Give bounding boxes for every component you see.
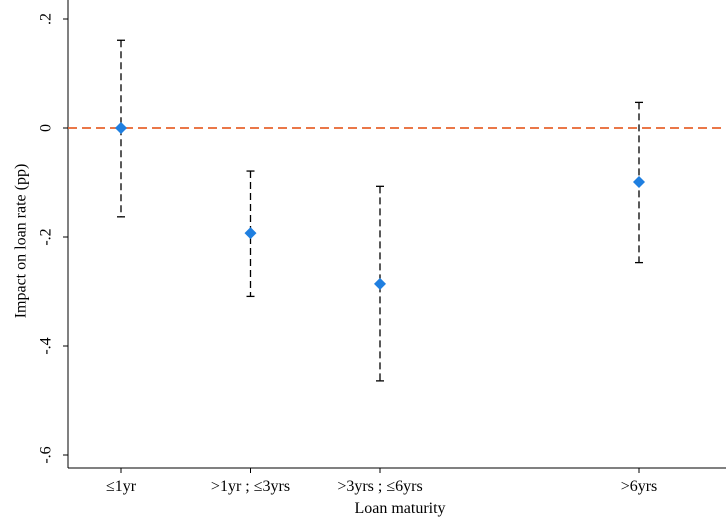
y-tick-label: 0 [38, 124, 55, 132]
y-tick-label: -.4 [38, 337, 55, 354]
x-tick-label: >1yr ; ≤3yrs [211, 478, 290, 495]
x-axis: ≤1yr >1yr ; ≤3yrs >3yrs ; ≤6yrs >6yrs [106, 468, 657, 495]
y-tick-label: .2 [38, 13, 55, 25]
x-tick-label: ≤1yr [106, 478, 137, 495]
marker-layer [115, 122, 645, 290]
error-bar [376, 185, 384, 382]
error-bar [246, 170, 255, 298]
x-tick-label: >3yrs ; ≤6yrs [337, 478, 422, 495]
point-marker [374, 277, 386, 290]
y-axis-title: Impact on loan rate (pp) [13, 164, 30, 319]
y-tick-label: -.6 [38, 446, 55, 463]
x-tick-label: >6yrs [621, 478, 658, 495]
y-axis: .2 0 -.2 -.4 -.6 [38, 13, 68, 464]
error-bar-layer [117, 39, 643, 382]
point-marker [633, 175, 645, 188]
plot-frame [67, 0, 726, 469]
point-marker [115, 122, 127, 134]
y-tick-label: -.2 [38, 228, 55, 245]
point-marker [244, 227, 257, 240]
x-axis-title: Loan maturity [354, 500, 445, 517]
